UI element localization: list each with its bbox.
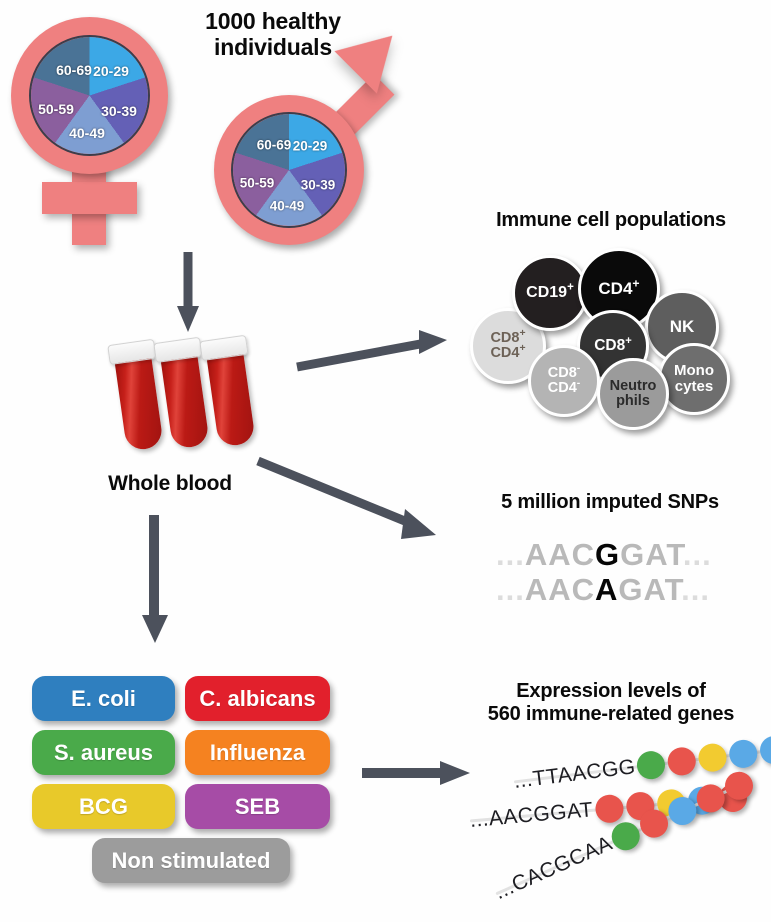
male-pie-label-40-49: 40-49	[269, 198, 305, 214]
immune-cell-neutrophils: Neutro phils	[597, 358, 669, 430]
snp-row1-suffix: ...	[682, 537, 712, 572]
cd8n-cd4n-sup2: -	[576, 378, 581, 390]
cd8p-cd4p-line2: CD4	[490, 345, 520, 361]
cd8n-cd4n-line1: CD8	[547, 364, 577, 381]
monocytes-line2: cytes	[674, 378, 714, 395]
female-age-pie-slices	[31, 37, 148, 154]
blood-tube-2-blood	[160, 351, 210, 450]
stimulus-c-albicans-label: C. albicans	[199, 685, 316, 711]
cd8p-cd4p-sup2: +	[519, 343, 526, 355]
expression-strand-1-bead-4	[728, 738, 760, 770]
nk-label: NK	[669, 317, 695, 337]
blood-tube-3	[199, 334, 256, 448]
expression-strand-1-bead-1	[635, 749, 668, 781]
expression-strand-3-bead-5	[720, 767, 758, 805]
cd8n-cd4n-sup1: -	[576, 363, 581, 375]
cohort-title-line2: individuals	[214, 34, 332, 61]
snp-row1-left: AAC	[524, 537, 596, 572]
cd8p-cd4p-sup1: +	[519, 328, 526, 340]
snp-row2-variant: A	[595, 572, 619, 607]
expression-strand-3-sequence: ...CACGCAA	[491, 831, 616, 905]
stimulus-e-coli[interactable]: E. coli	[32, 676, 175, 721]
stimulus-s-aureus[interactable]: S. aureus	[32, 730, 175, 775]
male-age-pie-slices	[233, 114, 345, 226]
cd8p-label: CD8	[594, 336, 626, 354]
male-pie-label-60-69: 60-69	[256, 137, 292, 153]
stimulus-c-albicans[interactable]: C. albicans	[185, 676, 330, 721]
stimulus-seb[interactable]: SEB	[185, 784, 330, 829]
female-pie-label-60-69: 60-69	[56, 62, 92, 78]
stimulus-s-aureus-label: S. aureus	[53, 739, 154, 765]
page-title-cohort: 1000 healthy individuals	[178, 8, 368, 61]
stimulus-e-coli-label: E. coli	[71, 685, 136, 711]
snp-row2-right: GAT	[618, 572, 682, 607]
monocytes-line1: Mono	[674, 362, 714, 380]
immune-cell-cd8n-cd4n: CD8- CD4-	[528, 345, 600, 417]
snp-sequence-row-2: ...AACAGAT...	[496, 572, 710, 608]
snp-row1-prefix: ...	[496, 537, 525, 572]
expression-strand-1-sequence: ...TTAACGG	[512, 755, 637, 793]
snp-sequence-row-1: ...AACGGAT...	[496, 537, 712, 573]
blood-tube-1-blood	[114, 353, 164, 452]
cd8p-sup: +	[625, 334, 632, 347]
female-pie-label-30-39: 30-39	[101, 103, 137, 119]
whole-blood-label: Whole blood	[108, 472, 232, 495]
male-pie-label-50-59: 50-59	[239, 175, 275, 191]
snp-row1-right: GAT	[620, 537, 683, 572]
immune-cell-cd19p: CD19+	[512, 255, 588, 331]
female-age-pie: 20-29 30-39 40-49 50-59 60-69	[29, 35, 150, 156]
expression-strand-2-sequence: ...AACGGAT	[468, 798, 595, 832]
cd19p-sup: +	[567, 281, 574, 294]
arrow-blood-to-snps	[255, 435, 465, 545]
snp-row2-left: AAC	[524, 572, 596, 607]
female-pie-label-20-29: 20-29	[93, 63, 129, 79]
stimulus-influenza-label: Influenza	[209, 739, 306, 765]
snp-row2-suffix: ...	[681, 572, 710, 607]
expression-strand-2-bead-1	[593, 793, 625, 824]
neutrophils-line2: phils	[616, 393, 650, 409]
female-symbol-crossbar	[42, 182, 137, 214]
female-pie-label-50-59: 50-59	[38, 101, 74, 117]
snp-row2-prefix: ...	[496, 572, 525, 607]
cohort-title-line1: 1000 healthy	[205, 8, 341, 34]
immune-cell-monocytes: Mono cytes	[658, 343, 730, 415]
stimulus-non-stimulated-label: Non stimulated	[111, 847, 271, 873]
stimulus-bcg[interactable]: BCG	[32, 784, 175, 829]
stimulus-seb-label: SEB	[234, 793, 281, 819]
expression-title-line2: 560 immune-related genes	[487, 703, 735, 725]
cd8n-cd4n-line2: CD4	[547, 380, 577, 396]
male-pie-label-20-29: 20-29	[292, 138, 328, 154]
expression-title: Expression levels of 560 immune-related …	[452, 680, 770, 726]
cd8p-cd4p-line1: CD8	[490, 329, 520, 346]
arrow-stimuli-to-expression	[362, 758, 472, 788]
female-pie-label-40-49: 40-49	[69, 125, 105, 141]
male-age-pie: 20-29 30-39 40-49 50-59 60-69	[231, 112, 347, 228]
expression-title-line1: Expression levels of	[516, 680, 706, 702]
expression-strand-1-bead-2	[666, 745, 698, 777]
neutrophils-line1: Neutro	[609, 377, 657, 394]
snp-title: 5 million imputed SNPs	[501, 491, 719, 513]
cd4p-sup: +	[632, 276, 640, 291]
cd4p-label: CD4	[598, 279, 633, 299]
expression-strand-1-bead-5	[758, 734, 771, 766]
immune-cell-populations-title: Immune cell populations	[496, 209, 726, 231]
stimulus-bcg-label: BCG	[79, 793, 128, 819]
male-pie-label-30-39: 30-39	[300, 177, 336, 193]
stimulus-influenza[interactable]: Influenza	[185, 730, 330, 775]
snp-row1-variant: G	[595, 537, 621, 572]
arrow-blood-to-immune-cells	[295, 330, 455, 372]
blood-tube-3-blood	[206, 349, 256, 448]
expression-strand-1-bead-3	[697, 741, 729, 774]
arrow-blood-to-stimuli	[140, 515, 170, 645]
stimulus-non-stimulated[interactable]: Non stimulated	[92, 838, 290, 883]
arrow-cohort-to-blood	[176, 252, 200, 334]
cd19p-label: CD19	[526, 283, 568, 301]
